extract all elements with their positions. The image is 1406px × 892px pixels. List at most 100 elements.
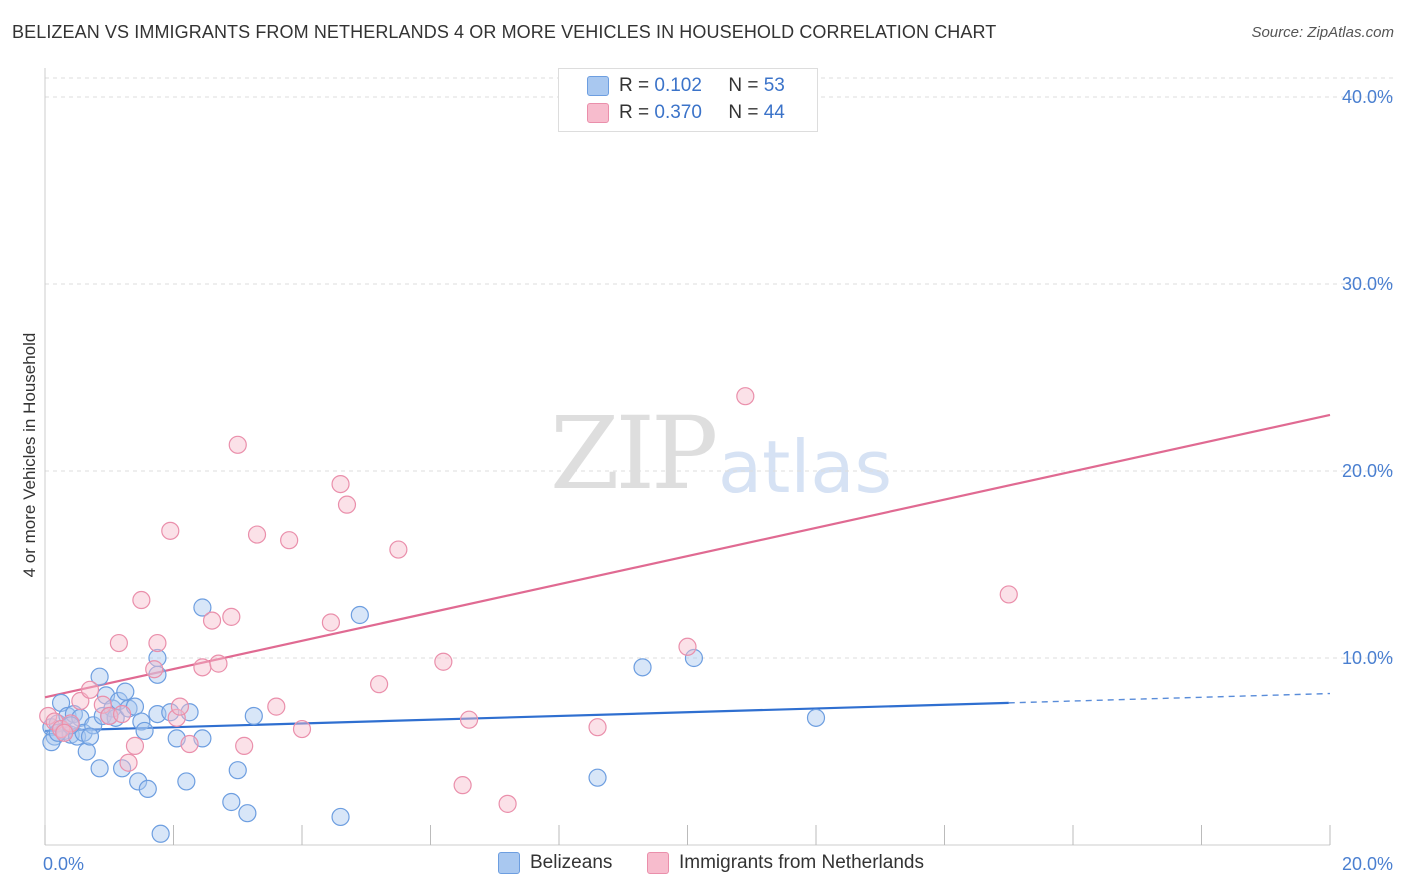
netherlands-point xyxy=(267,697,286,716)
netherlands-point xyxy=(119,753,138,772)
netherlands-point xyxy=(80,680,100,699)
x-tick-label: 20.0% xyxy=(1342,854,1393,874)
netherlands-point xyxy=(228,435,247,454)
netherlands-point xyxy=(125,736,145,755)
belizeans-point xyxy=(138,779,157,799)
netherlands-point xyxy=(498,794,517,813)
netherlands-point xyxy=(678,637,697,656)
netherlands-legend-swatch xyxy=(647,852,669,874)
belizeans-point xyxy=(633,658,652,677)
netherlands-point xyxy=(112,704,132,724)
belizeans-trend-line xyxy=(44,701,1009,733)
netherlands-point xyxy=(209,654,228,673)
y-tick-label: 10.0% xyxy=(1342,648,1393,668)
points-layer xyxy=(39,87,1018,843)
netherlands-point xyxy=(736,387,755,406)
netherlands-point xyxy=(55,723,74,742)
netherlands-trend-line xyxy=(44,413,1331,699)
belizeans-point xyxy=(806,708,826,727)
netherlands-point xyxy=(434,652,453,671)
axis-layer xyxy=(44,68,1331,846)
legend-label-netherlands: Immigrants from Netherlands xyxy=(679,852,924,873)
netherlands-point xyxy=(61,714,80,733)
belizeans-point xyxy=(148,665,167,684)
stats-legend: R = 0.102 N = 53 R = 0.370 N = 44 xyxy=(558,68,818,132)
x-tick-label: 0.0% xyxy=(43,854,84,874)
grid-layer xyxy=(45,77,1395,659)
netherlands-point xyxy=(453,776,472,795)
belizeans-point xyxy=(42,733,61,752)
belizeans-point xyxy=(238,804,257,823)
belizeans-point xyxy=(193,598,212,617)
belizeans-point xyxy=(90,759,109,778)
belizeans-legend-swatch xyxy=(498,852,520,874)
n-value-netherlands: 44 xyxy=(763,102,785,123)
netherlands-point xyxy=(370,675,389,694)
belizeans-point xyxy=(177,772,196,791)
netherlands-point xyxy=(109,633,128,653)
belizeans-point xyxy=(80,727,100,746)
netherlands-point xyxy=(180,734,199,754)
belizeans-point xyxy=(51,693,71,712)
netherlands-point xyxy=(145,660,164,679)
netherlands-point xyxy=(999,585,1018,604)
netherlands-point xyxy=(170,697,190,716)
netherlands-point xyxy=(331,474,350,494)
netherlands-point xyxy=(202,611,222,630)
chart-title: BELIZEAN VS IMMIGRANTS FROM NETHERLANDS … xyxy=(12,22,997,42)
legend-item-netherlands[interactable]: Immigrants from Netherlands xyxy=(647,852,924,874)
netherlands-point xyxy=(148,633,167,653)
n-value-belizeans: 53 xyxy=(763,75,785,96)
belizeans-swatch xyxy=(587,76,609,96)
legend-item-belizeans[interactable]: Belizeans xyxy=(498,852,612,874)
belizeans-point xyxy=(77,742,96,761)
belizeans-point xyxy=(135,721,154,741)
netherlands-swatch xyxy=(587,103,609,123)
belizeans-point xyxy=(84,716,103,735)
netherlands-point xyxy=(222,607,241,626)
netherlands-point xyxy=(235,736,254,755)
r-value-belizeans: 0.102 xyxy=(654,75,702,96)
legend-label-belizeans: Belizeans xyxy=(530,852,613,873)
netherlands-point xyxy=(588,718,607,737)
watermark-atlas: atlas xyxy=(718,425,892,509)
y-tick-label: 40.0% xyxy=(1342,87,1393,107)
series-legend: Belizeans Immigrants from Netherlands xyxy=(0,852,1406,878)
y-tick-label: 20.0% xyxy=(1342,461,1393,481)
netherlands-point xyxy=(132,590,151,610)
netherlands-point xyxy=(167,708,186,727)
belizeans-point xyxy=(129,772,148,791)
netherlands-point xyxy=(459,710,479,729)
netherlands-point xyxy=(292,719,312,739)
netherlands-point xyxy=(247,525,267,544)
belizeans-point xyxy=(228,761,247,780)
netherlands-point xyxy=(389,540,408,559)
belizeans-trend-extension xyxy=(1008,692,1331,704)
n-label: N = xyxy=(728,102,759,123)
y-tick-label: 30.0% xyxy=(1342,274,1393,294)
belizeans-point xyxy=(90,667,109,686)
r-label: R = xyxy=(619,102,650,123)
belizeans-point xyxy=(222,792,241,812)
netherlands-point xyxy=(193,658,212,677)
netherlands-point xyxy=(280,531,299,550)
netherlands-point xyxy=(161,521,180,540)
r-value-netherlands: 0.370 xyxy=(654,102,702,123)
source-label: Source: ZipAtlas.com xyxy=(1251,24,1394,41)
r-label: R = xyxy=(619,75,650,96)
belizeans-point xyxy=(588,768,607,787)
tick-label-layer: 10.0% 20.0% 30.0% 40.0% 0.0% 20.0% xyxy=(43,87,1393,874)
belizeans-point xyxy=(331,807,350,827)
n-label: N = xyxy=(728,75,759,96)
belizeans-point xyxy=(151,824,170,843)
trend-layer xyxy=(44,413,1331,733)
belizeans-point xyxy=(684,648,704,668)
belizeans-point xyxy=(244,706,263,726)
netherlands-point xyxy=(93,695,112,714)
watermark-zip: ZIP xyxy=(550,395,718,512)
netherlands-point xyxy=(337,495,357,514)
netherlands-point xyxy=(321,613,341,632)
belizeans-point xyxy=(116,682,135,701)
belizeans-point xyxy=(350,605,369,625)
